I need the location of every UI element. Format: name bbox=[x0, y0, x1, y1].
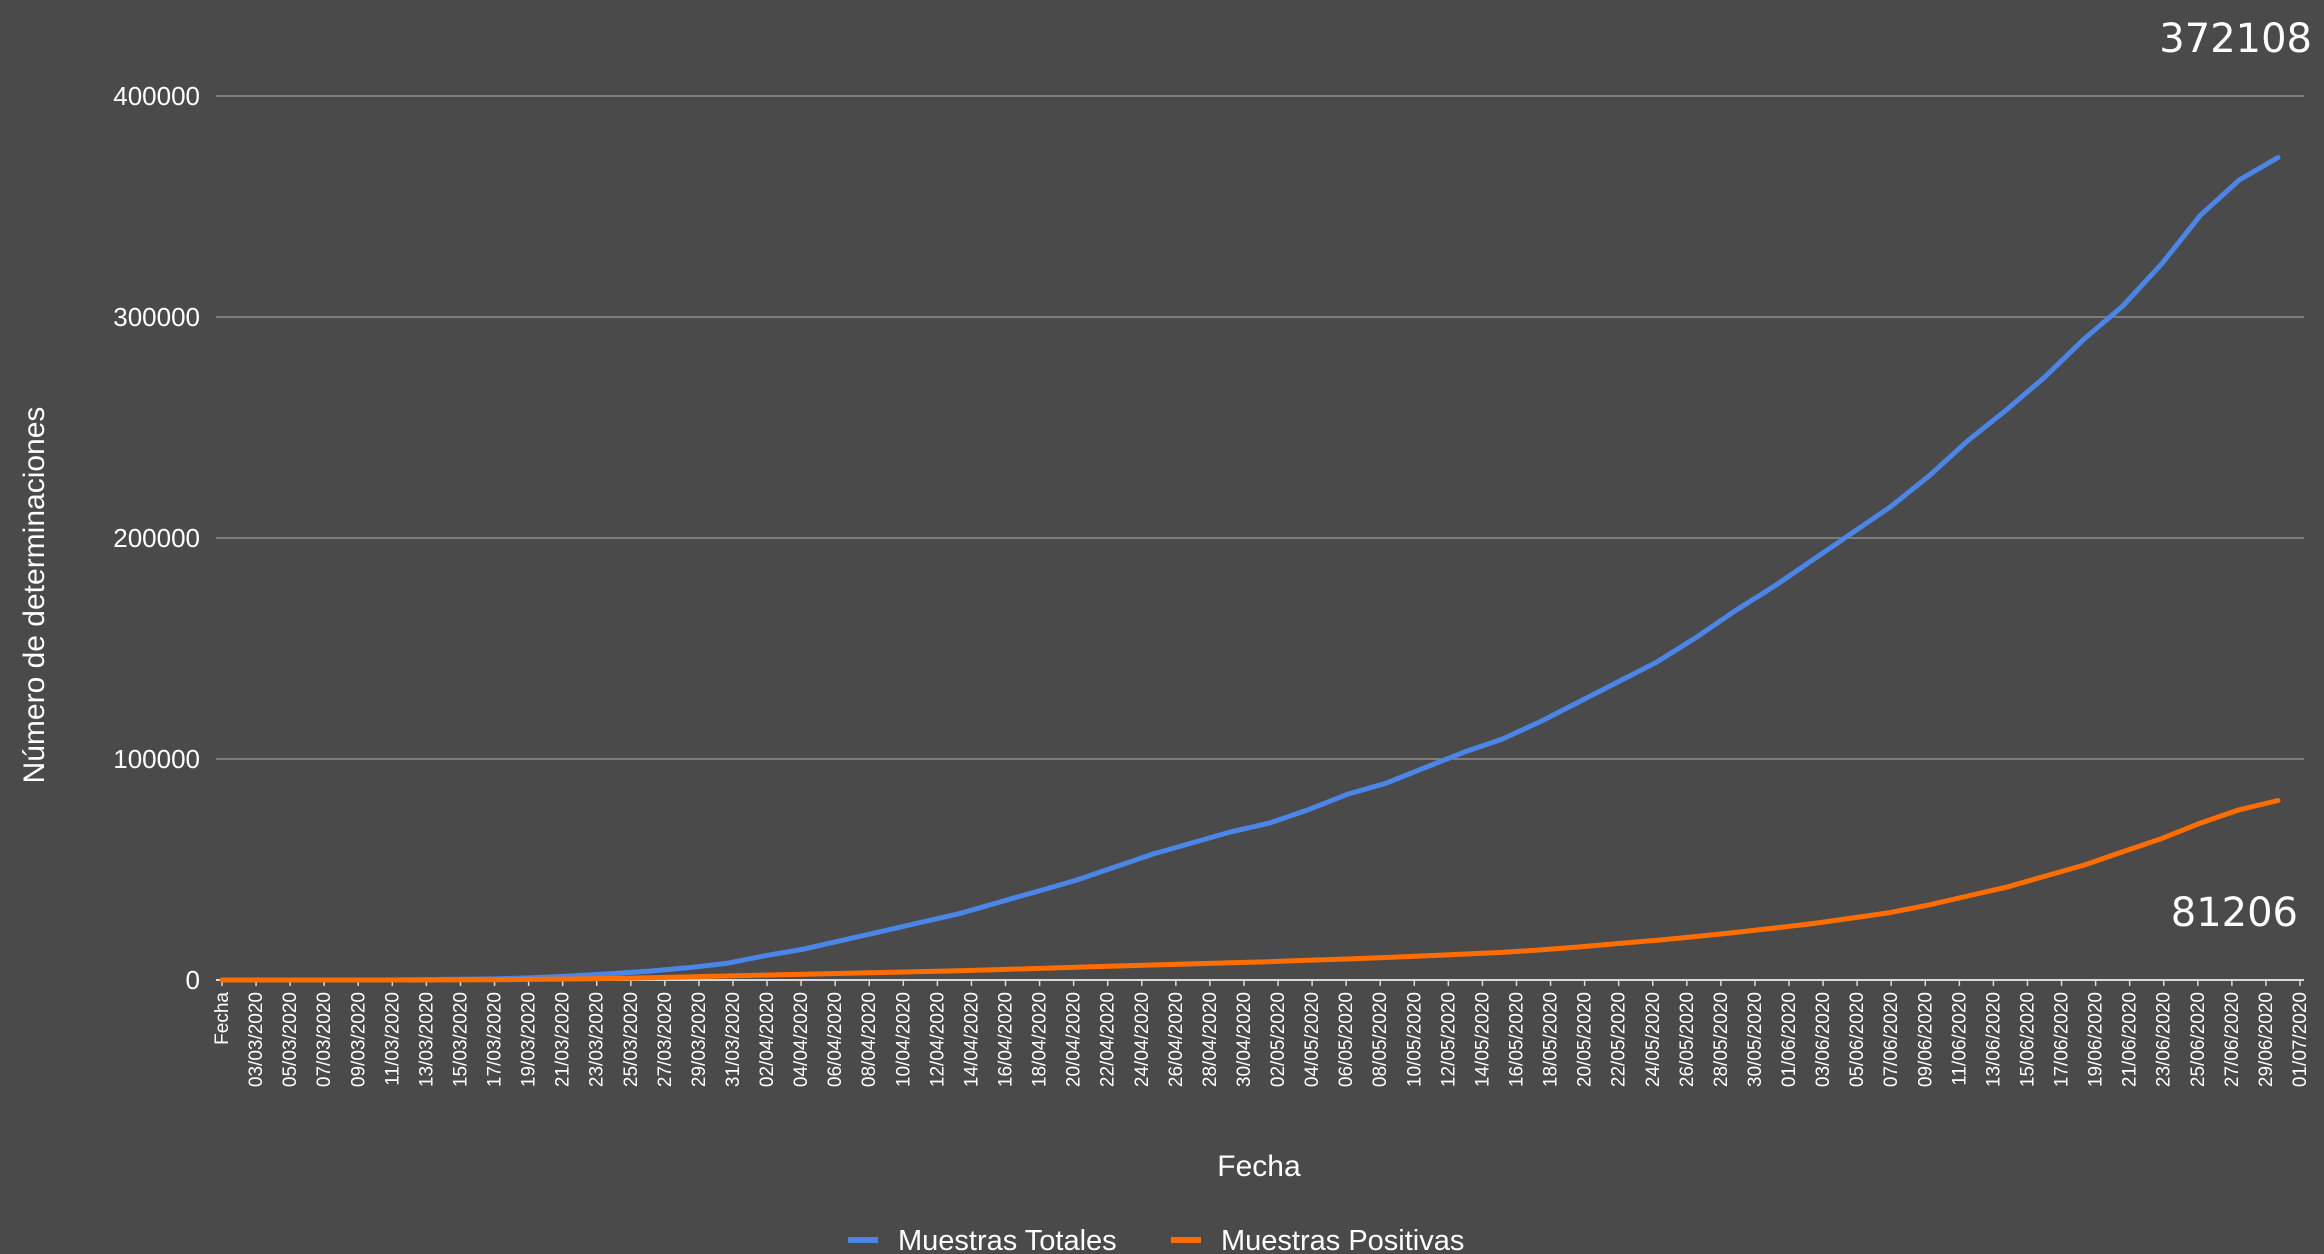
x-tick-label-35: 10/05/2020 bbox=[1404, 992, 1425, 1087]
x-tick-label-39: 18/05/2020 bbox=[1541, 992, 1562, 1087]
x-tick-label-19: 08/04/2020 bbox=[859, 992, 880, 1087]
x-tick-label-55: 19/06/2020 bbox=[2086, 992, 2107, 1087]
series-line-muestras-totales bbox=[219, 155, 2281, 983]
x-tick-label-48: 05/06/2020 bbox=[1847, 992, 1868, 1087]
x-tick-label-51: 11/06/2020 bbox=[1949, 992, 1970, 1086]
x-tick-label-2: 05/03/2020 bbox=[280, 992, 301, 1087]
x-tick-label-49: 07/06/2020 bbox=[1881, 992, 1902, 1087]
x-tick-label-52: 13/06/2020 bbox=[1983, 992, 2004, 1087]
x-tick-label-36: 12/05/2020 bbox=[1438, 992, 1459, 1087]
x-tick-label-57: 23/06/2020 bbox=[2154, 992, 2175, 1087]
x-tick-label-3: 07/03/2020 bbox=[314, 992, 335, 1087]
x-tick-label-40: 20/05/2020 bbox=[1575, 992, 1596, 1087]
x-tick-label-56: 21/06/2020 bbox=[2120, 992, 2141, 1087]
y-tick-label-0: 0 bbox=[186, 965, 200, 995]
x-tick-label-25: 20/04/2020 bbox=[1064, 992, 1085, 1087]
x-tick-label-28: 26/04/2020 bbox=[1166, 992, 1187, 1087]
x-tick-label-44: 28/05/2020 bbox=[1711, 992, 1732, 1087]
x-tick-label-6: 13/03/2020 bbox=[416, 992, 437, 1087]
x-tick-label-43: 26/05/2020 bbox=[1677, 992, 1698, 1087]
x-tick-label-27: 24/04/2020 bbox=[1132, 992, 1153, 1087]
x-tick-label-31: 02/05/2020 bbox=[1268, 992, 1289, 1087]
legend-label-total: Muestras Totales bbox=[898, 1225, 1117, 1254]
y-tick-label-1: 100000 bbox=[113, 744, 200, 774]
x-tick-label-41: 22/05/2020 bbox=[1609, 992, 1630, 1087]
x-tick-label-47: 03/06/2020 bbox=[1813, 992, 1834, 1087]
x-tick-label-18: 06/04/2020 bbox=[825, 992, 846, 1087]
x-tick-label-46: 01/06/2020 bbox=[1779, 992, 1800, 1087]
x-tick-label-16: 02/04/2020 bbox=[757, 992, 778, 1087]
x-tick-label-60: 29/06/2020 bbox=[2256, 992, 2277, 1087]
annotation-total-final: 372108 bbox=[2159, 16, 2312, 62]
x-tick-label-26: 22/04/2020 bbox=[1098, 992, 1119, 1087]
x-tick-label-33: 06/05/2020 bbox=[1336, 992, 1357, 1087]
x-tick-label-8: 17/03/2020 bbox=[485, 992, 506, 1087]
x-tick-label-59: 27/06/2020 bbox=[2222, 992, 2243, 1087]
x-tick-label-13: 27/03/2020 bbox=[655, 992, 676, 1087]
grid-lines bbox=[216, 95, 2304, 981]
x-tick-label-17: 04/04/2020 bbox=[791, 992, 812, 1087]
x-tick-label-53: 15/06/2020 bbox=[2017, 992, 2038, 1087]
x-tick-label-45: 30/05/2020 bbox=[1745, 992, 1766, 1087]
x-tick-label-9: 19/03/2020 bbox=[519, 992, 540, 1087]
x-tick-label-42: 24/05/2020 bbox=[1643, 992, 1664, 1087]
x-tick-label-50: 09/06/2020 bbox=[1915, 992, 1936, 1087]
x-tick-label-4: 09/03/2020 bbox=[348, 992, 369, 1087]
legend-label-positive: Muestras Positivas bbox=[1221, 1225, 1464, 1254]
x-tick-label-61: 01/07/2020 bbox=[2290, 992, 2311, 1087]
x-tick-label-7: 15/03/2020 bbox=[450, 992, 471, 1087]
legend-swatch-positive bbox=[1171, 1237, 1201, 1243]
x-axis-ticks: Fecha 03/03/2020 05/03/2020 07/03/2020 09/03… bbox=[212, 980, 2311, 1087]
x-tick-label-34: 08/05/2020 bbox=[1370, 992, 1391, 1087]
x-tick-label-58: 25/06/2020 bbox=[2188, 992, 2209, 1087]
series-lines bbox=[219, 155, 2281, 983]
y-tick-label-3: 300000 bbox=[113, 302, 200, 332]
x-tick-label-15: 31/03/2020 bbox=[723, 992, 744, 1087]
y-tick-label-4: 400000 bbox=[113, 81, 200, 111]
x-tick-label-30: 30/04/2020 bbox=[1234, 992, 1255, 1087]
y-tick-label-2: 200000 bbox=[113, 523, 200, 553]
x-tick-label-21: 12/04/2020 bbox=[927, 992, 948, 1087]
legend: Muestras Totales Muestras Positivas bbox=[848, 1225, 1464, 1254]
x-tick-label-54: 17/06/2020 bbox=[2052, 992, 2073, 1087]
x-tick-label-29: 28/04/2020 bbox=[1200, 992, 1221, 1087]
x-tick-label-20: 10/04/2020 bbox=[893, 992, 914, 1087]
x-tick-label-22: 14/04/2020 bbox=[961, 992, 982, 1087]
x-tick-label-0: Fecha bbox=[212, 992, 233, 1045]
x-tick-label-24: 18/04/2020 bbox=[1030, 992, 1051, 1087]
x-tick-label-12: 25/03/2020 bbox=[621, 992, 642, 1087]
legend-swatch-total bbox=[848, 1237, 878, 1243]
x-tick-label-37: 14/05/2020 bbox=[1472, 992, 1493, 1087]
y-axis-title: Número de determinaciones bbox=[18, 407, 51, 784]
x-tick-label-14: 29/03/2020 bbox=[689, 992, 710, 1087]
x-tick-label-23: 16/04/2020 bbox=[996, 992, 1017, 1087]
series-line-muestras-positivas bbox=[219, 798, 2281, 983]
annotation-positive-final: 81206 bbox=[2171, 890, 2298, 936]
x-tick-label-32: 04/05/2020 bbox=[1302, 992, 1323, 1087]
x-tick-label-10: 21/03/2020 bbox=[553, 992, 574, 1087]
x-tick-label-1: 03/03/2020 bbox=[246, 992, 267, 1087]
y-axis-ticks: 0 100000 200000 300000 400000 bbox=[113, 81, 200, 995]
x-tick-label-11: 23/03/2020 bbox=[587, 992, 608, 1087]
x-tick-label-5: 11/03/2020 bbox=[382, 992, 403, 1086]
x-tick-label-38: 16/05/2020 bbox=[1506, 992, 1527, 1087]
x-axis-title: Fecha bbox=[1217, 1150, 1301, 1183]
